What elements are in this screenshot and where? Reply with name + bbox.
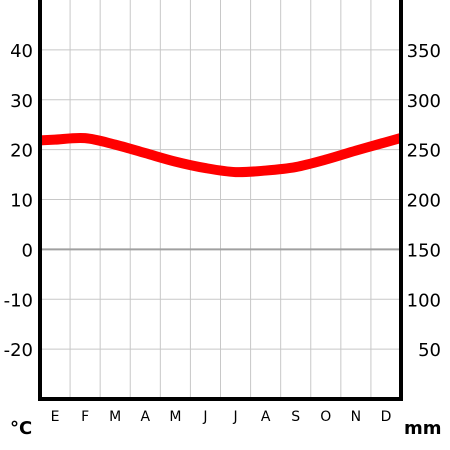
x-tick-label: M	[169, 409, 181, 425]
left-tick-label: 0	[22, 240, 33, 261]
x-tick-label: M	[109, 409, 121, 425]
x-tick-label: J	[232, 409, 237, 425]
right-axis-unit: mm	[404, 418, 442, 439]
x-tick-label: S	[291, 409, 300, 425]
left-tick-label: 20	[10, 141, 33, 162]
right-tick-label: 200	[407, 191, 441, 212]
right-tick-label: 300	[407, 91, 441, 112]
temperature-line	[39, 132, 403, 178]
right-tick-label: 350	[407, 41, 441, 62]
x-tick-label: F	[81, 409, 89, 425]
temperature-series	[39, 132, 403, 178]
x-tick-label: A	[261, 409, 271, 425]
x-tick-label: E	[51, 409, 60, 425]
axes	[38, 0, 403, 401]
left-tick-label: 10	[10, 191, 33, 212]
left-axis-unit: °C	[10, 418, 32, 439]
right-tick-label: 50	[418, 340, 441, 361]
left-axis-tick-labels: -20 -10 0 10 20 30 40	[4, 41, 33, 361]
right-axis-tick-labels: 50 100 150 200 250 300 350	[407, 41, 441, 361]
x-tick-label: N	[351, 409, 361, 425]
left-tick-label: 40	[10, 41, 33, 62]
left-tick-label: -20	[4, 340, 33, 361]
left-tick-label: -10	[4, 290, 33, 311]
x-tick-label: O	[320, 409, 331, 425]
x-tick-label: A	[141, 409, 151, 425]
right-tick-label: 100	[407, 290, 441, 311]
left-tick-label: 30	[10, 91, 33, 112]
grid	[40, 0, 401, 399]
right-tick-label: 250	[407, 141, 441, 162]
x-tick-label: D	[381, 409, 392, 425]
x-tick-label: J	[202, 409, 207, 425]
right-tick-label: 150	[407, 240, 441, 261]
